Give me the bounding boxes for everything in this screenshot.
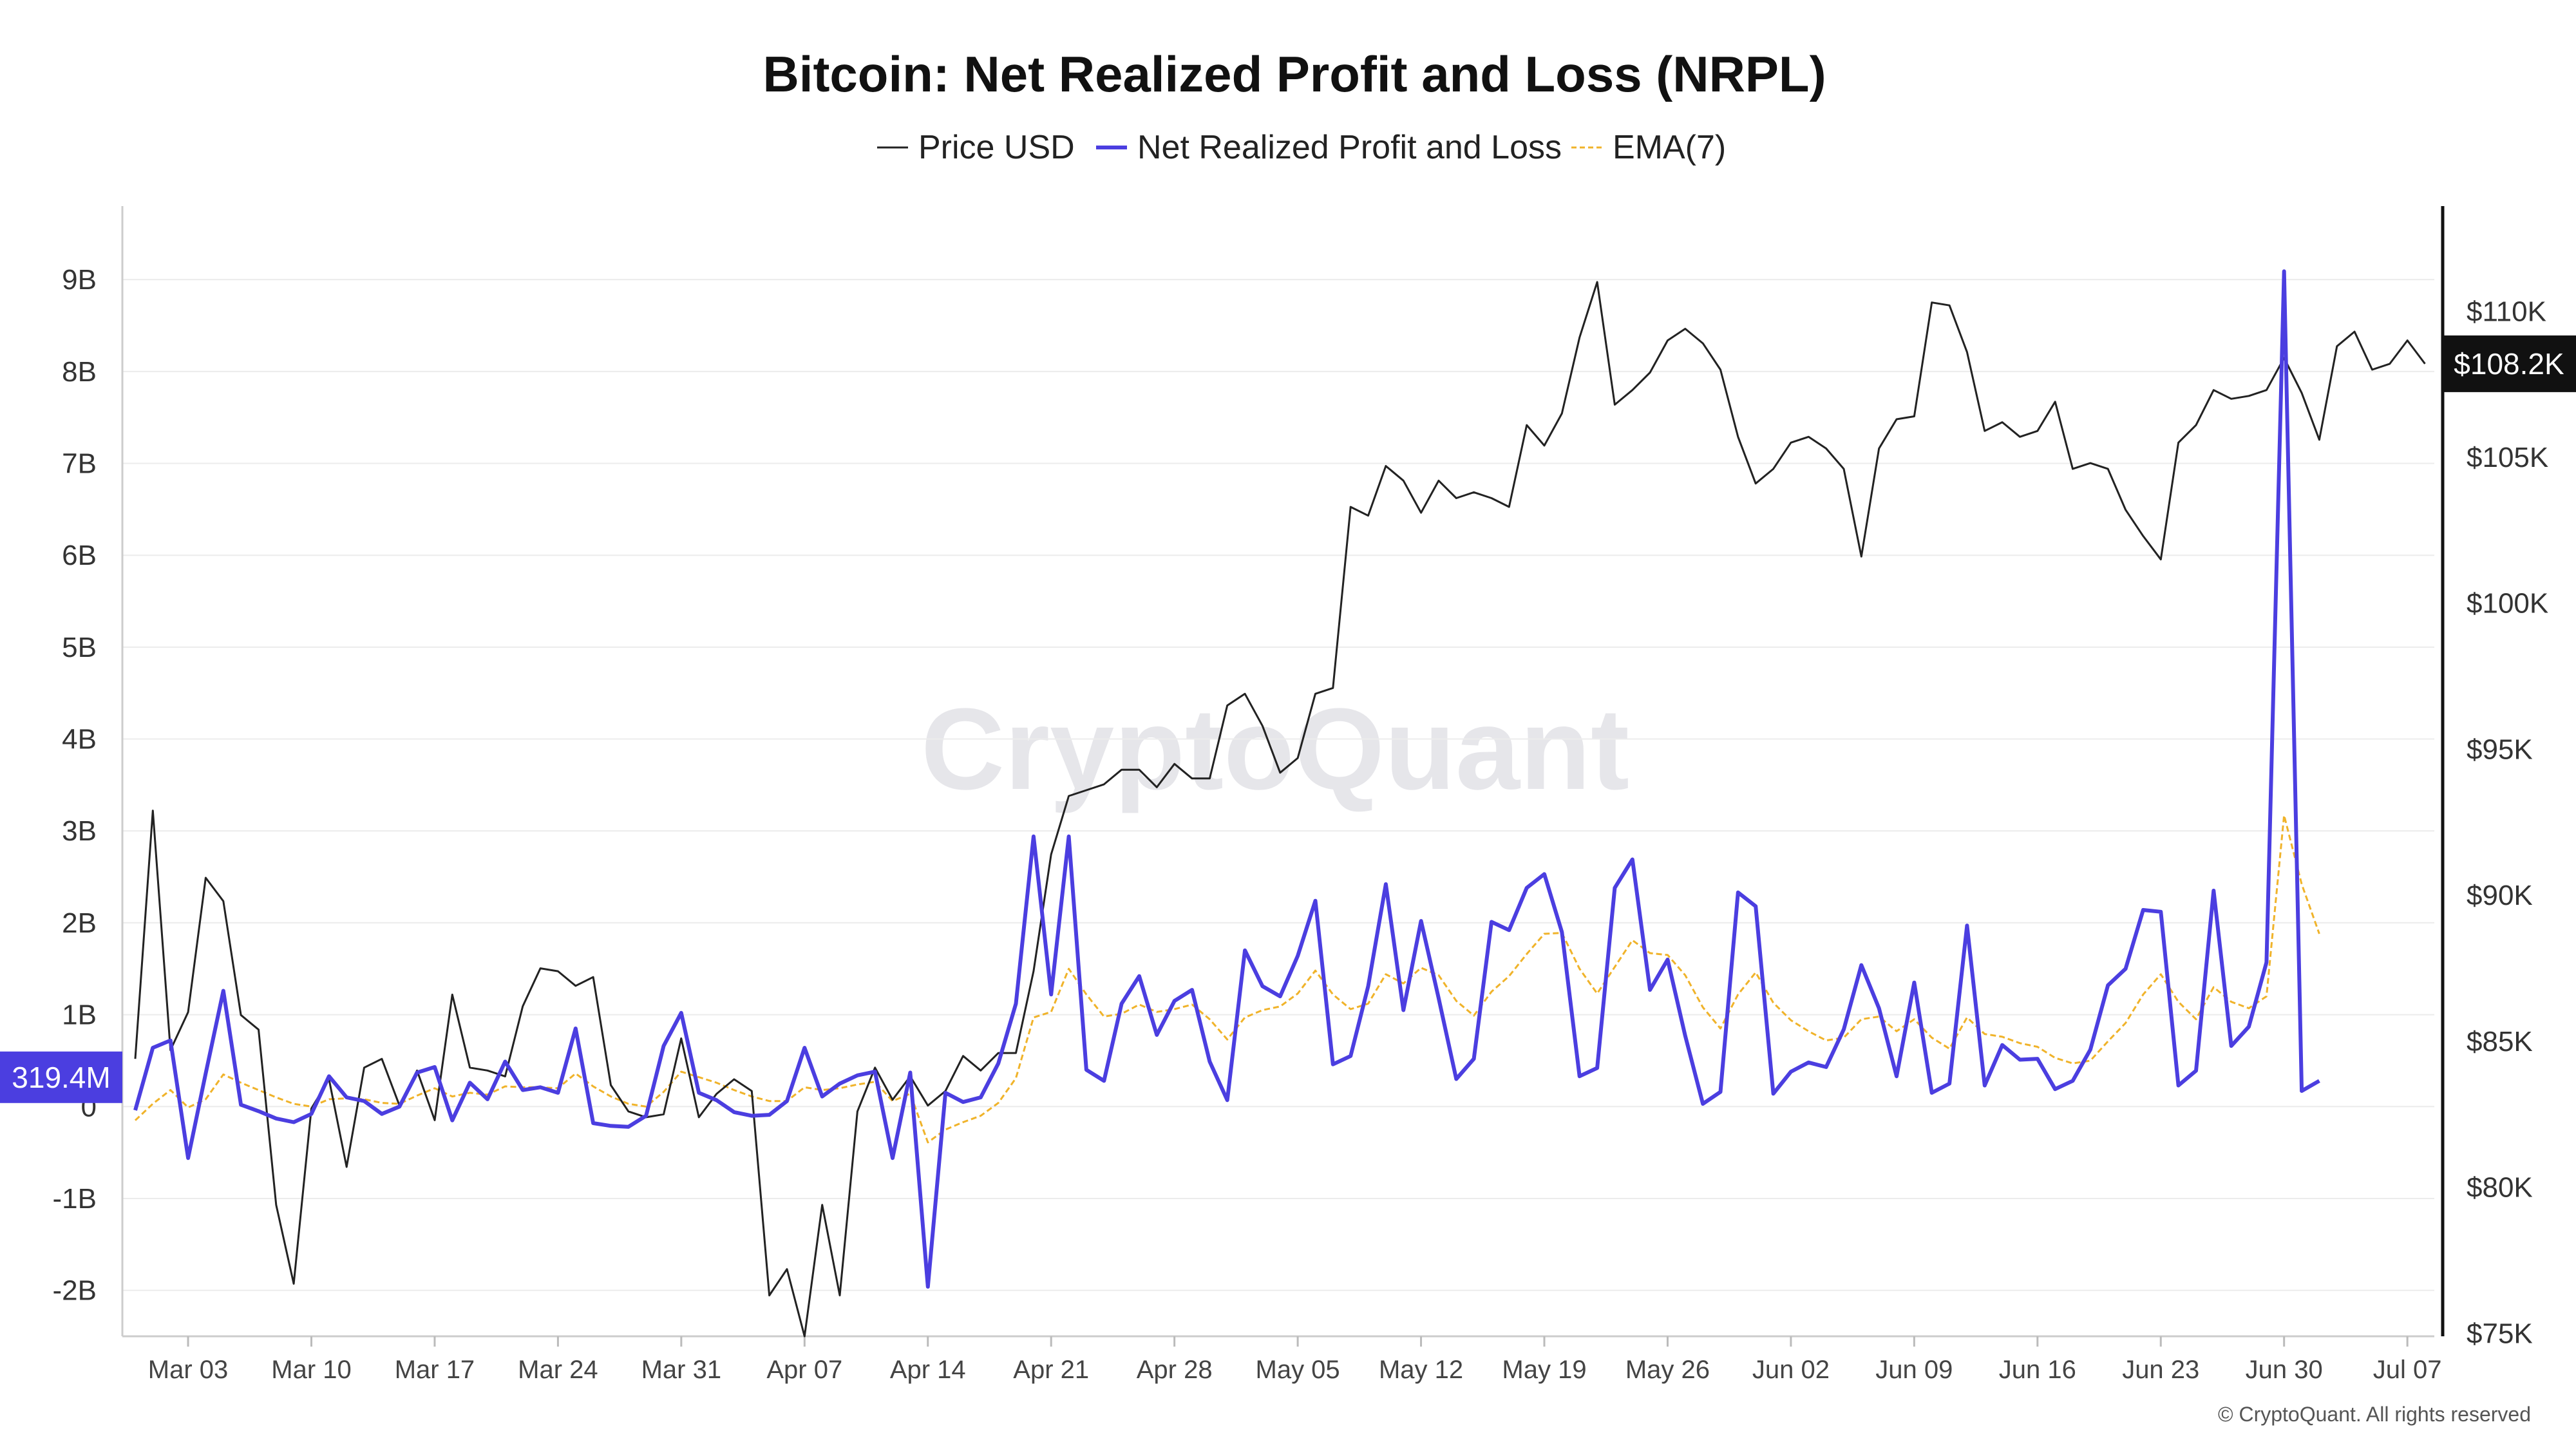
right-tick-label: $90K <box>2467 880 2533 911</box>
x-tick-label: Mar 03 <box>148 1356 229 1384</box>
right-tick-label: $105K <box>2467 442 2548 473</box>
legend: Price USD Net Realized Profit and Loss E… <box>877 129 1726 166</box>
legend-item-nrpl[interactable]: Net Realized Profit and Loss <box>1096 129 1562 166</box>
left-tick-label: 4B <box>62 724 97 755</box>
x-tick-label: Jun 30 <box>2246 1356 2323 1384</box>
grid <box>122 279 2434 1291</box>
price-line <box>134 281 2426 1338</box>
x-tick-label: Mar 24 <box>518 1356 598 1384</box>
x-tick-label: May 19 <box>1502 1356 1586 1384</box>
left-tick-label: 3B <box>62 815 97 847</box>
left-tick-label: 9B <box>62 264 97 296</box>
x-tick-label: Mar 10 <box>271 1356 352 1384</box>
legend-item-ema[interactable]: EMA(7) <box>1571 129 1726 166</box>
x-tick-label: Apr 28 <box>1137 1356 1213 1384</box>
copyright: © CryptoQuant. All rights reserved <box>2218 1403 2531 1426</box>
watermark: CryptoQuant <box>921 685 1629 814</box>
x-tick-label: Mar 17 <box>395 1356 475 1384</box>
left-tick-label: 5B <box>62 632 97 663</box>
nrpl-line <box>133 269 2320 1289</box>
right-tick-label: $95K <box>2467 734 2533 765</box>
right-tick-label: $100K <box>2467 588 2548 620</box>
right-tick-label: $85K <box>2467 1026 2533 1057</box>
left-tick-label: 1B <box>62 999 97 1031</box>
x-tick-label: Jun 09 <box>1875 1356 1953 1384</box>
price-current-value: $108.2K <box>2454 347 2564 381</box>
x-tick-label: Jul 07 <box>2373 1356 2442 1384</box>
x-axis-ticks: Mar 03 Mar 10 Mar 17 Mar 24 Mar 31 Apr 07 Apr … <box>148 1336 2442 1384</box>
chart-title: Bitcoin: Net Realized Profit and Loss (N… <box>762 46 1826 102</box>
legend-item-price[interactable]: Price USD <box>877 129 1075 166</box>
price-current-badge <box>2443 335 2576 392</box>
x-tick-label: Apr 21 <box>1013 1356 1089 1384</box>
x-tick-label: Apr 14 <box>890 1356 966 1384</box>
x-tick-label: Jun 02 <box>1752 1356 1830 1384</box>
right-tick-label: $80K <box>2467 1172 2533 1204</box>
left-tick-label: 8B <box>62 356 97 388</box>
x-tick-label: Jun 23 <box>2122 1356 2199 1384</box>
right-tick-label: $75K <box>2467 1318 2533 1349</box>
left-tick-label: -2B <box>53 1275 97 1307</box>
right-tick-label: $110K <box>2467 296 2546 327</box>
x-tick-label: May 12 <box>1379 1356 1463 1384</box>
left-tick-label: 7B <box>62 448 97 480</box>
x-tick-label: May 26 <box>1625 1356 1710 1384</box>
left-tick-label: -1B <box>53 1183 97 1215</box>
legend-label-price: Price USD <box>918 129 1075 166</box>
right-axis-ticks: $110K $105K $100K $95K $90K $85K $80K $75K <box>2467 296 2548 1349</box>
series-group <box>133 269 2426 1338</box>
legend-label-ema: EMA(7) <box>1613 129 1726 166</box>
x-tick-label: Jun 16 <box>1999 1356 2076 1384</box>
badges: 319.4M $108.2K <box>0 335 2576 1103</box>
x-tick-label: May 05 <box>1256 1356 1340 1384</box>
axes <box>121 206 2445 1338</box>
nrpl-current-value: 319.4M <box>12 1061 110 1094</box>
x-tick-label: Apr 07 <box>766 1356 842 1384</box>
nrpl-current-badge <box>0 1051 122 1103</box>
legend-label-nrpl: Net Realized Profit and Loss <box>1137 129 1562 166</box>
left-tick-label: 2B <box>62 907 97 939</box>
x-tick-label: Mar 31 <box>641 1356 722 1384</box>
left-tick-label: 6B <box>62 540 97 571</box>
